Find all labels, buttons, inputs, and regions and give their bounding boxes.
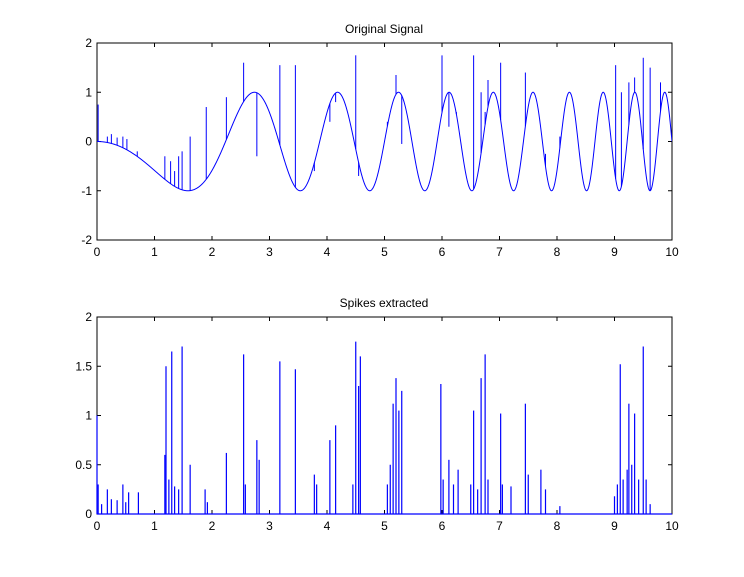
- original-signal-title: Original Signal: [345, 22, 423, 36]
- x-tick-label: 4: [324, 519, 331, 533]
- y-tick-label: 0: [85, 135, 92, 149]
- axes-frame: [96, 316, 673, 515]
- x-tick-label: 3: [266, 519, 273, 533]
- x-tick-label: 8: [554, 245, 561, 259]
- x-tick-label: 5: [381, 519, 388, 533]
- spikes-extracted-panel: Spikes extracted 0 1 2 3 4 5 6 7 8 9 10 0 0.5 1 1.5 2: [75, 296, 679, 533]
- x-tick-label: 7: [496, 519, 503, 533]
- y-tick-label: 2: [85, 310, 92, 324]
- x-tick-label: 8: [554, 519, 561, 533]
- spikes-extracted-title: Spikes extracted: [340, 296, 429, 310]
- x-tick-label: 0: [94, 245, 101, 259]
- x-tick-label: 7: [496, 245, 503, 259]
- x-tick-label: 3: [266, 245, 273, 259]
- x-tick-label: 2: [209, 245, 216, 259]
- original-signal-panel: Original Signal 0 1 2 3 4 5 6 7 8 9 10 -2 -1 0 1 2: [81, 22, 679, 259]
- x-tick-label: 1: [151, 519, 158, 533]
- x-tick-label: 1: [151, 245, 158, 259]
- x-tick-label: 2: [209, 519, 216, 533]
- y-tick-label: 1.5: [75, 359, 92, 373]
- y-tick-label: 0: [85, 507, 92, 521]
- y-tick-label: 1: [85, 409, 92, 423]
- x-tick-label: 6: [439, 245, 446, 259]
- y-tick-label: -2: [81, 233, 92, 247]
- y-tick-label: 2: [85, 36, 92, 50]
- x-tick-label: 4: [324, 245, 331, 259]
- spikes-extracted-plot-area: 0 1 2 3 4 5 6 7 8 9 10 0 0.5 1 1.5 2: [75, 310, 679, 533]
- x-tick-label: 9: [611, 245, 618, 259]
- x-tick-label: 5: [381, 245, 388, 259]
- x-tick-label: 10: [665, 519, 679, 533]
- original-signal-plot-area: 0 1 2 3 4 5 6 7 8 9 10 -2 -1 0 1 2: [81, 36, 679, 259]
- y-tick-label: 0.5: [75, 458, 92, 472]
- y-tick-label: -1: [81, 184, 92, 198]
- x-tick-label: 6: [439, 519, 446, 533]
- x-tick-label: 9: [611, 519, 618, 533]
- x-tick-label: 10: [665, 245, 679, 259]
- signal-line: [97, 91, 672, 192]
- y-tick-label: 1: [85, 85, 92, 99]
- x-tick-label: 0: [94, 519, 101, 533]
